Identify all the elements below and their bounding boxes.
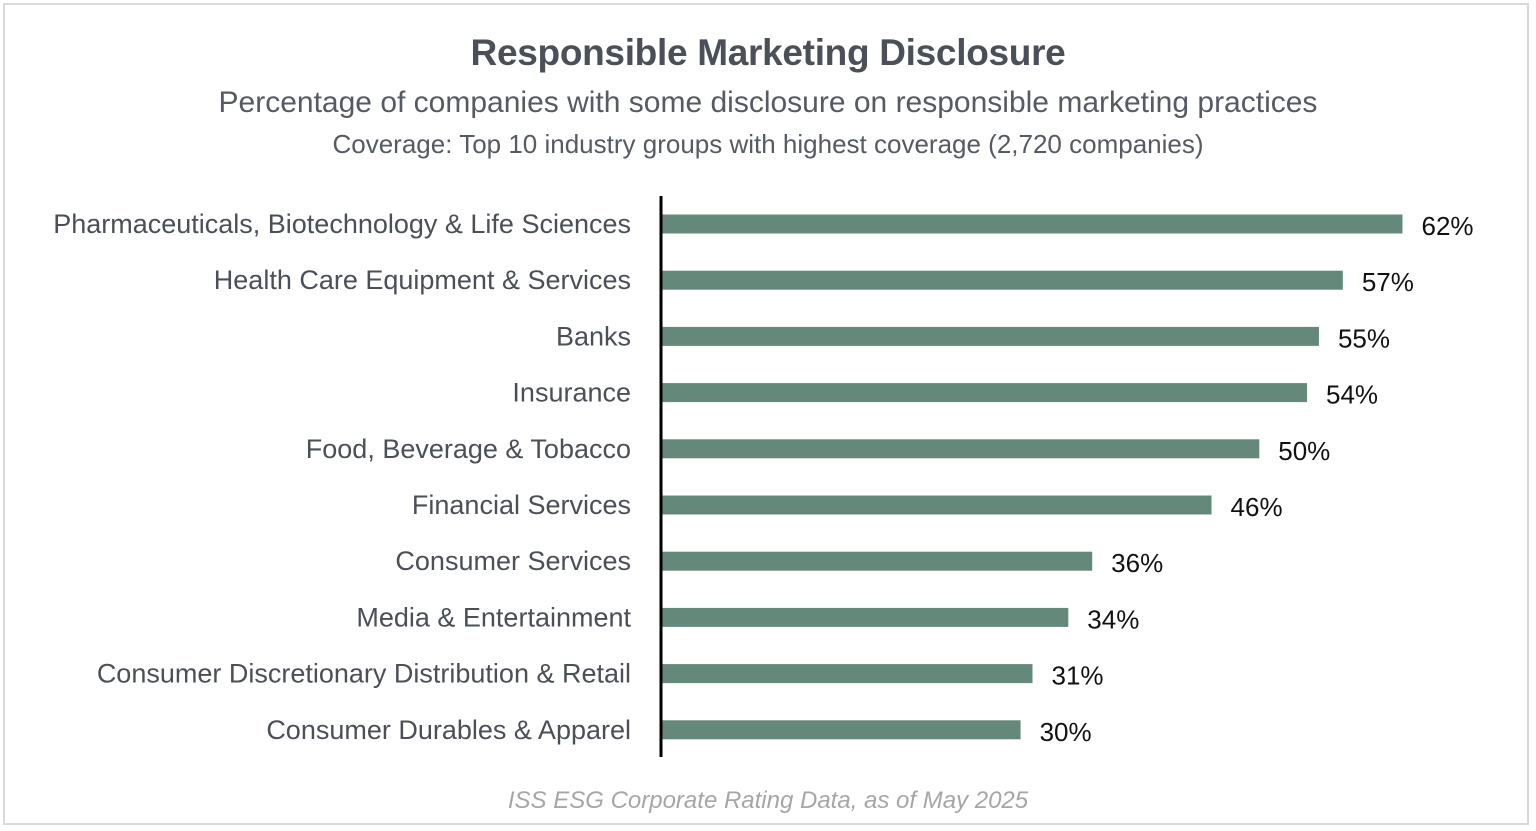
category-label: Insurance: [512, 378, 631, 408]
category-label: Health Care Equipment & Services: [214, 265, 631, 295]
data-label: 31%: [1052, 661, 1104, 691]
bar: [662, 720, 1021, 740]
category-label: Consumer Durables & Apparel: [266, 715, 631, 745]
data-label: 54%: [1326, 380, 1378, 410]
data-label: 46%: [1231, 492, 1283, 522]
bar: [662, 607, 1069, 627]
data-label: 36%: [1111, 548, 1163, 578]
chart-title: Responsible Marketing Disclosure: [470, 32, 1066, 73]
bar: [662, 214, 1403, 234]
category-label: Consumer Discretionary Distribution & Re…: [97, 659, 631, 689]
bar: [662, 439, 1260, 459]
category-label: Food, Beverage & Tobacco: [306, 434, 631, 464]
bar: [662, 551, 1093, 571]
source-note: ISS ESG Corporate Rating Data, as of May…: [507, 787, 1029, 814]
bar: [662, 495, 1212, 515]
category-label: Pharmaceuticals, Biotechnology & Life Sc…: [53, 209, 631, 239]
bar: [662, 326, 1319, 346]
data-label: 50%: [1278, 436, 1330, 466]
data-label: 55%: [1338, 323, 1390, 353]
data-label: 30%: [1040, 717, 1092, 747]
category-label: Consumer Services: [395, 546, 631, 576]
category-label: Financial Services: [412, 490, 631, 520]
coverage-note: Coverage: Top 10 industry groups with hi…: [332, 129, 1204, 159]
data-label: 34%: [1087, 604, 1139, 634]
category-label: Media & Entertainment: [356, 602, 631, 632]
data-label: 62%: [1422, 211, 1474, 241]
bar: [662, 383, 1308, 403]
bar: [662, 270, 1343, 290]
category-label: Banks: [556, 321, 631, 351]
chart-frame: [3, 3, 1529, 825]
bar: [662, 664, 1033, 684]
data-label: 57%: [1362, 267, 1414, 297]
chart-subtitle: Percentage of companies with some disclo…: [218, 86, 1318, 119]
